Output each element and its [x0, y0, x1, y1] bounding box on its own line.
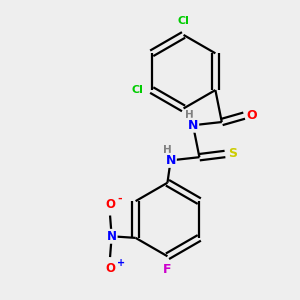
- Text: N: N: [106, 230, 117, 243]
- Text: Cl: Cl: [178, 16, 190, 26]
- Text: O: O: [105, 262, 115, 275]
- Text: O: O: [247, 109, 257, 122]
- Text: H: H: [163, 145, 172, 155]
- Text: H: H: [185, 110, 194, 120]
- Text: -: -: [117, 194, 122, 204]
- Text: +: +: [117, 258, 125, 268]
- Text: N: N: [166, 154, 176, 167]
- Text: Cl: Cl: [131, 85, 143, 95]
- Text: S: S: [229, 148, 238, 160]
- Text: O: O: [105, 198, 115, 211]
- Text: F: F: [163, 263, 172, 276]
- Text: N: N: [188, 119, 198, 132]
